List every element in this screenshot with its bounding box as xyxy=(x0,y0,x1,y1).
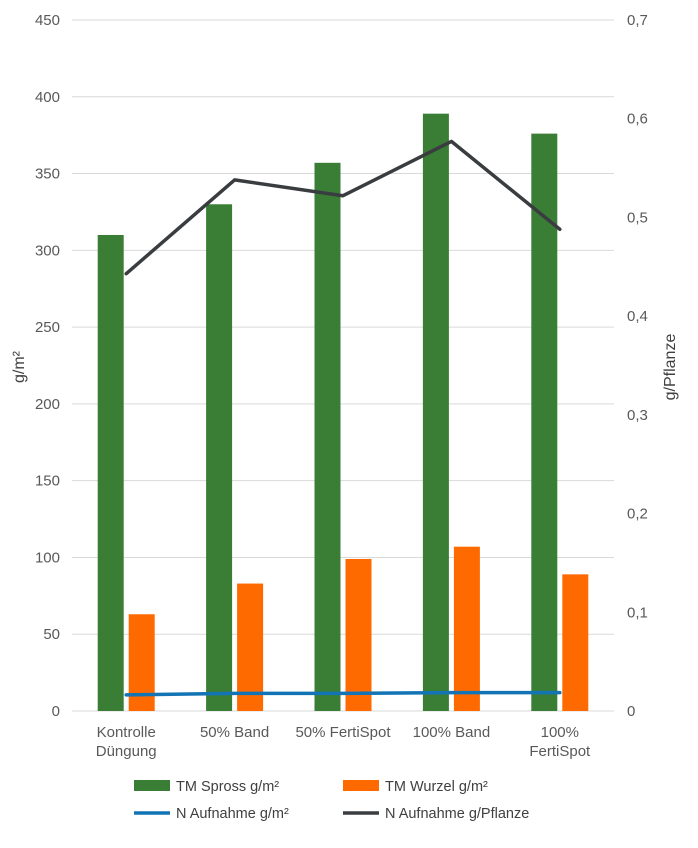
legend-swatch xyxy=(134,780,170,791)
right-axis-title: g/Pflanze xyxy=(662,334,679,401)
bar xyxy=(237,583,264,711)
series-lines xyxy=(124,139,562,697)
left-axis-title: g/m² xyxy=(11,350,28,383)
bar xyxy=(206,204,233,711)
y-tick-label: 350 xyxy=(35,166,60,183)
gridlines xyxy=(72,19,614,712)
legend-swatch xyxy=(343,780,379,791)
y2-tick-label: 0,2 xyxy=(627,506,648,523)
y2-tick-label: 0,4 xyxy=(627,308,648,325)
y-tick-label: 0 xyxy=(52,703,60,720)
bar xyxy=(531,133,558,711)
x-tick-label: 100% xyxy=(541,724,579,741)
y2-tick-label: 0,5 xyxy=(627,209,648,226)
bars xyxy=(97,113,589,712)
x-tick-label: Düngung xyxy=(96,743,157,760)
x-tick-label: Kontrolle xyxy=(97,724,156,741)
bar xyxy=(562,574,589,711)
x-tick-label: 50% Band xyxy=(200,724,269,741)
bar xyxy=(453,546,480,711)
x-tick-label: FertiSpot xyxy=(529,743,591,760)
series-line xyxy=(124,139,562,276)
y2-tick-label: 0 xyxy=(627,703,635,720)
bar xyxy=(345,558,372,711)
x-axis-ticks: Kontrolle Düngung 50% Band 50% FertiSpot 100… xyxy=(96,724,591,760)
y2-tick-label: 0,6 xyxy=(627,111,648,128)
bar xyxy=(314,162,341,712)
y-tick-label: 300 xyxy=(35,242,60,259)
legend-label: TM Wurzel g/m² xyxy=(385,779,488,795)
y-tick-label: 200 xyxy=(35,396,60,413)
y-tick-label: 250 xyxy=(35,319,60,336)
y2-tick-label: 0,3 xyxy=(627,407,648,424)
bar xyxy=(97,234,124,711)
y-tick-label: 400 xyxy=(35,89,60,106)
right-axis-ticks: 0 0,1 0,2 0,3 0,4 0,5 0,6 0,7 xyxy=(627,12,648,720)
bar xyxy=(422,113,449,712)
legend-label: TM Spross g/m² xyxy=(176,779,279,795)
legend-label: N Aufnahme g/m² xyxy=(176,806,289,822)
series-line xyxy=(124,690,562,697)
left-axis-ticks: 0 50 100 150 200 250 300 350 400 450 xyxy=(35,12,60,720)
legend: TM Spross g/m² TM Wurzel g/m² N Aufnahme g… xyxy=(134,779,529,822)
y2-tick-label: 0,1 xyxy=(627,604,648,621)
y-tick-label: 50 xyxy=(43,626,60,643)
y-tick-label: 100 xyxy=(35,549,60,566)
x-tick-label: 50% FertiSpot xyxy=(295,724,391,741)
x-tick-label: 100% Band xyxy=(413,724,491,741)
y2-tick-label: 0,7 xyxy=(627,12,648,29)
legend-label: N Aufnahme g/Pflanze xyxy=(385,806,529,822)
y-tick-label: 150 xyxy=(35,473,60,490)
y-tick-label: 450 xyxy=(35,12,60,29)
